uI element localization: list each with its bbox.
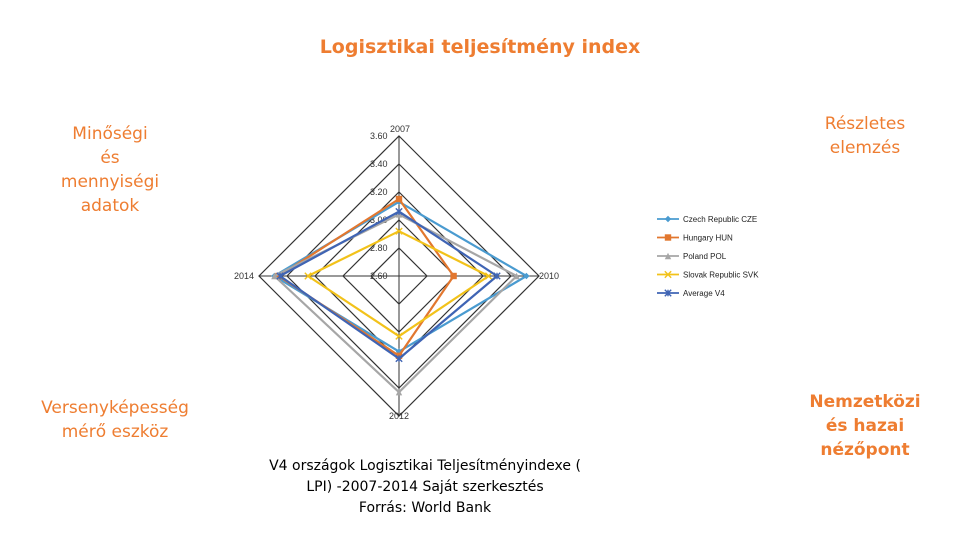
data-point — [523, 272, 530, 280]
data-point — [395, 354, 403, 363]
left-top-line: Minőségi — [72, 124, 148, 144]
right-bottom-text: Nemzetközi és hazai nézőpont — [785, 390, 945, 462]
legend-marker — [664, 252, 672, 260]
right-bottom-line: nézőpont — [820, 440, 910, 460]
data-point — [395, 389, 403, 396]
tick-label: 3.60 — [370, 131, 388, 141]
right-bottom-line: Nemzetközi — [809, 392, 921, 412]
data-point — [513, 272, 520, 280]
data-point — [275, 272, 282, 280]
axis-label-2012: 2012 — [389, 411, 409, 421]
left-top-line: és — [100, 148, 120, 168]
axis-label-2010: 2010 — [539, 271, 559, 281]
right-bottom-line: és hazai — [825, 416, 905, 436]
legend-label: Czech Republic CZE — [683, 215, 757, 224]
tick-label: 3.00 — [370, 215, 388, 225]
left-top-line: adatok — [80, 196, 140, 216]
data-point — [395, 207, 403, 216]
left-bottom-text: Versenyképesség mérő eszköz — [20, 396, 210, 444]
axis-label-2007: 2007 — [390, 124, 410, 134]
legend-marker — [664, 270, 672, 279]
legend-marker — [664, 234, 672, 241]
legend-marker — [664, 215, 672, 223]
data-point — [395, 227, 403, 235]
legend-marker — [664, 289, 672, 297]
left-top-text: Minőségi és mennyiségi adatok — [40, 122, 180, 218]
right-top-line: elemzés — [829, 138, 901, 158]
data-point — [450, 272, 457, 280]
axis-label-2014: 2014 — [234, 271, 254, 281]
legend-label: Hungary HUN — [683, 234, 733, 243]
left-top-line: mennyiségi — [60, 172, 160, 192]
legend-label: Poland POL — [683, 252, 727, 261]
left-bottom-line: Versenyképesség — [41, 398, 189, 418]
right-top-text: Részletes elemzés — [790, 112, 940, 160]
tick-label: 3.20 — [370, 187, 388, 197]
data-point — [484, 272, 493, 280]
tick-label: 3.40 — [370, 159, 388, 169]
data-point — [304, 272, 312, 280]
chart-caption: V4 országok Logisztikai Teljesítményinde… — [240, 456, 610, 519]
data-point — [395, 332, 403, 340]
legend-label: Slovak Republic SVK — [683, 271, 759, 280]
left-bottom-line: mérő eszköz — [61, 422, 169, 442]
data-point — [493, 272, 501, 280]
tick-label: 2.60 — [370, 271, 388, 281]
slide-title: Logisztikai teljesítmény index — [319, 36, 641, 58]
right-top-line: Részletes — [824, 114, 906, 134]
tick-label: 2.80 — [370, 243, 388, 253]
series-line-4 — [278, 210, 499, 360]
data-point — [395, 195, 403, 203]
caption-line: Forrás: World Bank — [358, 500, 492, 516]
caption-line: LPI) -2007-2014 Saját szerkesztés — [306, 479, 544, 495]
caption-line: V4 országok Logisztikai Teljesítményinde… — [269, 458, 581, 474]
data-point — [271, 272, 278, 280]
data-point — [276, 272, 284, 280]
legend-label: Average V4 — [683, 289, 725, 298]
